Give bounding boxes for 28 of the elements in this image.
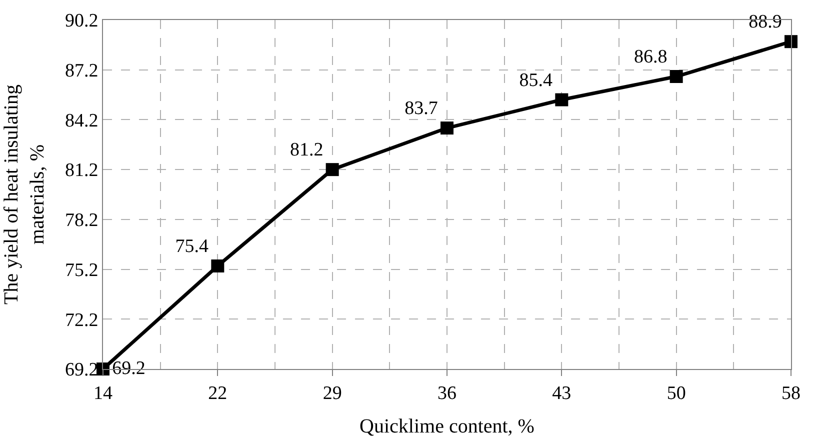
point <box>784 35 798 48</box>
y-tick-label: 81.2 <box>64 160 98 182</box>
x-tick-label: 29 <box>322 382 342 404</box>
y-tick-label: 72.2 <box>64 310 98 331</box>
y-tick-label: 90.2 <box>64 10 98 32</box>
x-tick-label: 14 <box>94 382 113 404</box>
point <box>440 122 454 135</box>
y-tick-label: 87.2 <box>64 60 98 82</box>
point <box>326 163 339 176</box>
y-axis-title: The yield of heat insulating materials, % <box>0 84 48 304</box>
point <box>555 93 568 106</box>
data-label: 75.4 <box>175 236 210 258</box>
data-label: 83.7 <box>404 98 438 120</box>
x-tick-label: 58 <box>782 382 800 404</box>
x-tick-label: 43 <box>552 382 572 404</box>
data-label: 86.8 <box>634 46 668 68</box>
data-label: 81.2 <box>290 140 324 161</box>
x-tick-label: 22 <box>208 382 228 404</box>
data-label: 85.4 <box>519 70 554 91</box>
y-tick-label: 78.2 <box>64 210 98 232</box>
y-tick-label: 84.2 <box>64 110 98 132</box>
x-tick-label: 36 <box>438 382 456 404</box>
x-axis-title: Quicklime content, % <box>360 415 534 438</box>
y-tick-label: 69.2 <box>64 360 98 381</box>
point <box>211 259 224 272</box>
x-tick-label: 50 <box>666 382 686 404</box>
point <box>670 70 683 83</box>
y-tick-label: 75.2 <box>64 260 98 281</box>
